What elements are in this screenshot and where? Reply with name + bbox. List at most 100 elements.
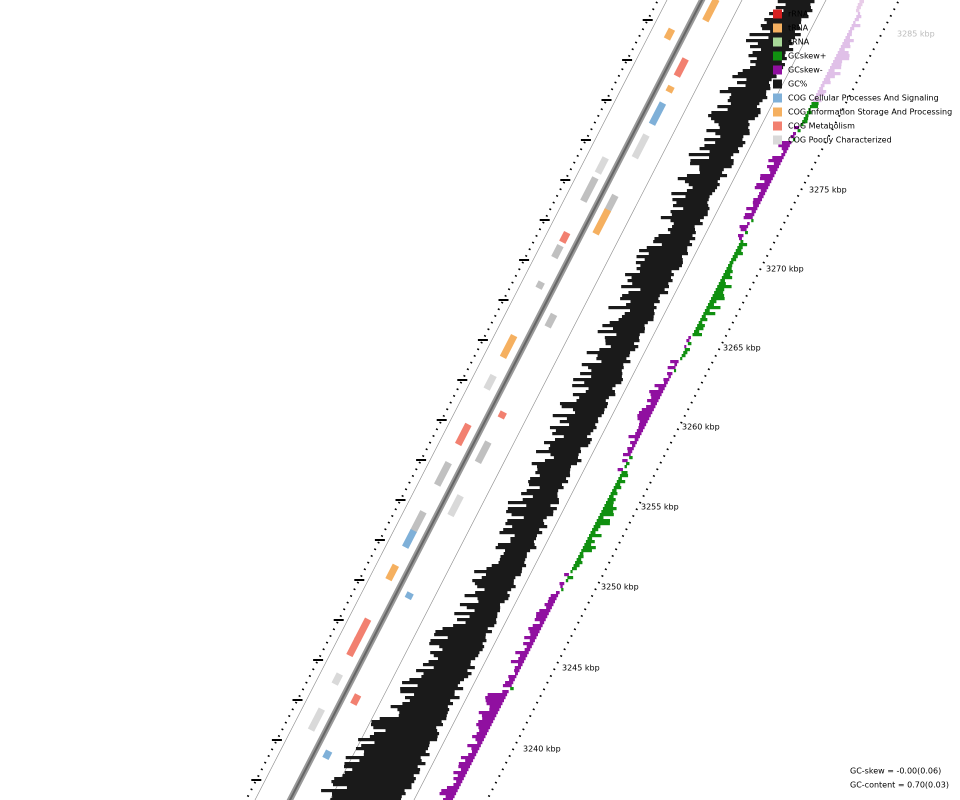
gc-bar bbox=[699, 165, 732, 169]
gc-skew-bar bbox=[539, 609, 551, 613]
gc-bar bbox=[332, 795, 402, 799]
gc-skew-bar bbox=[638, 423, 647, 427]
gc-bar bbox=[729, 96, 768, 100]
tick-label: 3270 kbp bbox=[766, 265, 804, 274]
gc-bar bbox=[731, 93, 767, 97]
gc-bar bbox=[750, 60, 782, 64]
gc-bar bbox=[555, 429, 594, 433]
gc-bar bbox=[706, 129, 750, 133]
gc-bar bbox=[428, 660, 471, 664]
gc-skew-bar bbox=[468, 753, 477, 757]
gc-skew-bar bbox=[515, 672, 518, 676]
gc-skew-bar bbox=[439, 792, 457, 796]
gc-bar bbox=[604, 336, 639, 340]
gc-skew-bar bbox=[595, 522, 610, 526]
gc-bar bbox=[379, 717, 447, 721]
gc-skew-bar bbox=[514, 666, 522, 670]
gc-bar bbox=[660, 216, 704, 220]
gc-skew-bar bbox=[472, 735, 486, 739]
gc-bar bbox=[742, 69, 777, 73]
gc-bar bbox=[421, 675, 469, 679]
gc-bar bbox=[549, 426, 597, 430]
gc-skew-bar bbox=[732, 255, 738, 259]
gc-skew-bar bbox=[734, 252, 743, 256]
gc-bar bbox=[550, 444, 589, 448]
gc-skew-bar bbox=[615, 483, 621, 487]
gc-bar bbox=[671, 192, 713, 196]
gc-bar bbox=[346, 786, 412, 790]
gc-bar bbox=[653, 240, 690, 244]
gc-skew-bar bbox=[471, 750, 478, 754]
gc-bar bbox=[491, 564, 527, 568]
gc-skew-bar bbox=[637, 417, 650, 421]
gc-skew-bar bbox=[743, 216, 753, 220]
gc-skew-bar bbox=[819, 87, 824, 91]
gc-bar bbox=[591, 369, 622, 373]
gc-skew-bar bbox=[851, 24, 861, 28]
gc-bar bbox=[727, 108, 761, 112]
gene bbox=[665, 84, 675, 94]
gc-bar bbox=[605, 342, 635, 346]
gc-skew-bar bbox=[674, 363, 678, 367]
gc-bar bbox=[644, 258, 683, 262]
gc-skew-bar bbox=[729, 261, 734, 265]
gc-bar bbox=[692, 186, 718, 190]
gc-bar bbox=[672, 204, 709, 208]
gc-bar bbox=[510, 537, 537, 541]
gc-skew-bar bbox=[529, 630, 540, 634]
gc-bar bbox=[457, 618, 497, 622]
gc-bar bbox=[775, 15, 809, 19]
gc-skew-bar bbox=[460, 756, 475, 760]
gc-bar bbox=[670, 231, 696, 235]
gc-skew-bar bbox=[823, 78, 831, 82]
gc-skew-bar bbox=[809, 105, 819, 109]
gc-bar bbox=[355, 747, 429, 751]
gc-bar bbox=[597, 354, 630, 358]
gc-skew-bar bbox=[446, 786, 460, 790]
gc-bar bbox=[409, 678, 465, 682]
gc-bar bbox=[528, 483, 562, 487]
gc-bar bbox=[559, 420, 599, 424]
gc-skew-bar bbox=[610, 492, 618, 496]
gc-bar bbox=[331, 780, 415, 784]
gc-skew-bar bbox=[692, 333, 703, 337]
gc-bar bbox=[474, 609, 500, 613]
gc-skew-bar bbox=[808, 108, 811, 112]
gc-bar bbox=[699, 147, 739, 151]
gc-skew-bar bbox=[855, 9, 860, 13]
gc-bar bbox=[785, 3, 811, 7]
gc-skew-bar bbox=[668, 375, 671, 379]
gc-skew-bar bbox=[509, 678, 515, 682]
gene bbox=[592, 208, 612, 236]
gc-skew-bar bbox=[773, 162, 781, 166]
gc-skew-bar bbox=[628, 435, 640, 439]
gc-bar bbox=[398, 714, 447, 718]
gc-bar bbox=[671, 213, 708, 217]
gc-skew-bar bbox=[519, 654, 528, 658]
gc-skew-bar bbox=[546, 606, 552, 610]
gc-bar bbox=[553, 456, 578, 460]
gc-bar bbox=[385, 729, 438, 733]
gc-skew-bar bbox=[635, 432, 642, 436]
gc-bar bbox=[715, 132, 750, 136]
gc-bar bbox=[485, 573, 521, 577]
gc-skew-bar bbox=[612, 489, 617, 493]
gc-skew-bar bbox=[555, 591, 560, 595]
gc-bar bbox=[597, 330, 645, 334]
gc-skew-bar bbox=[486, 702, 503, 706]
gc-bar bbox=[477, 597, 509, 601]
gc-skew-bar bbox=[630, 441, 637, 445]
gc-skew-bar bbox=[510, 687, 514, 691]
legend-swatch bbox=[773, 79, 782, 89]
gc-skew-bar bbox=[731, 258, 737, 262]
gc-bar bbox=[625, 273, 674, 277]
gc-bar bbox=[511, 513, 554, 517]
gc-bar bbox=[745, 84, 771, 88]
gc-skew-bar bbox=[592, 528, 599, 532]
gc-skew-bar bbox=[567, 576, 574, 580]
gc-skew-bar bbox=[760, 174, 775, 178]
gc-skew-bar bbox=[565, 579, 569, 583]
gc-skew-bar bbox=[830, 66, 842, 70]
gc-bar bbox=[442, 648, 483, 652]
gc-bar bbox=[507, 507, 557, 511]
